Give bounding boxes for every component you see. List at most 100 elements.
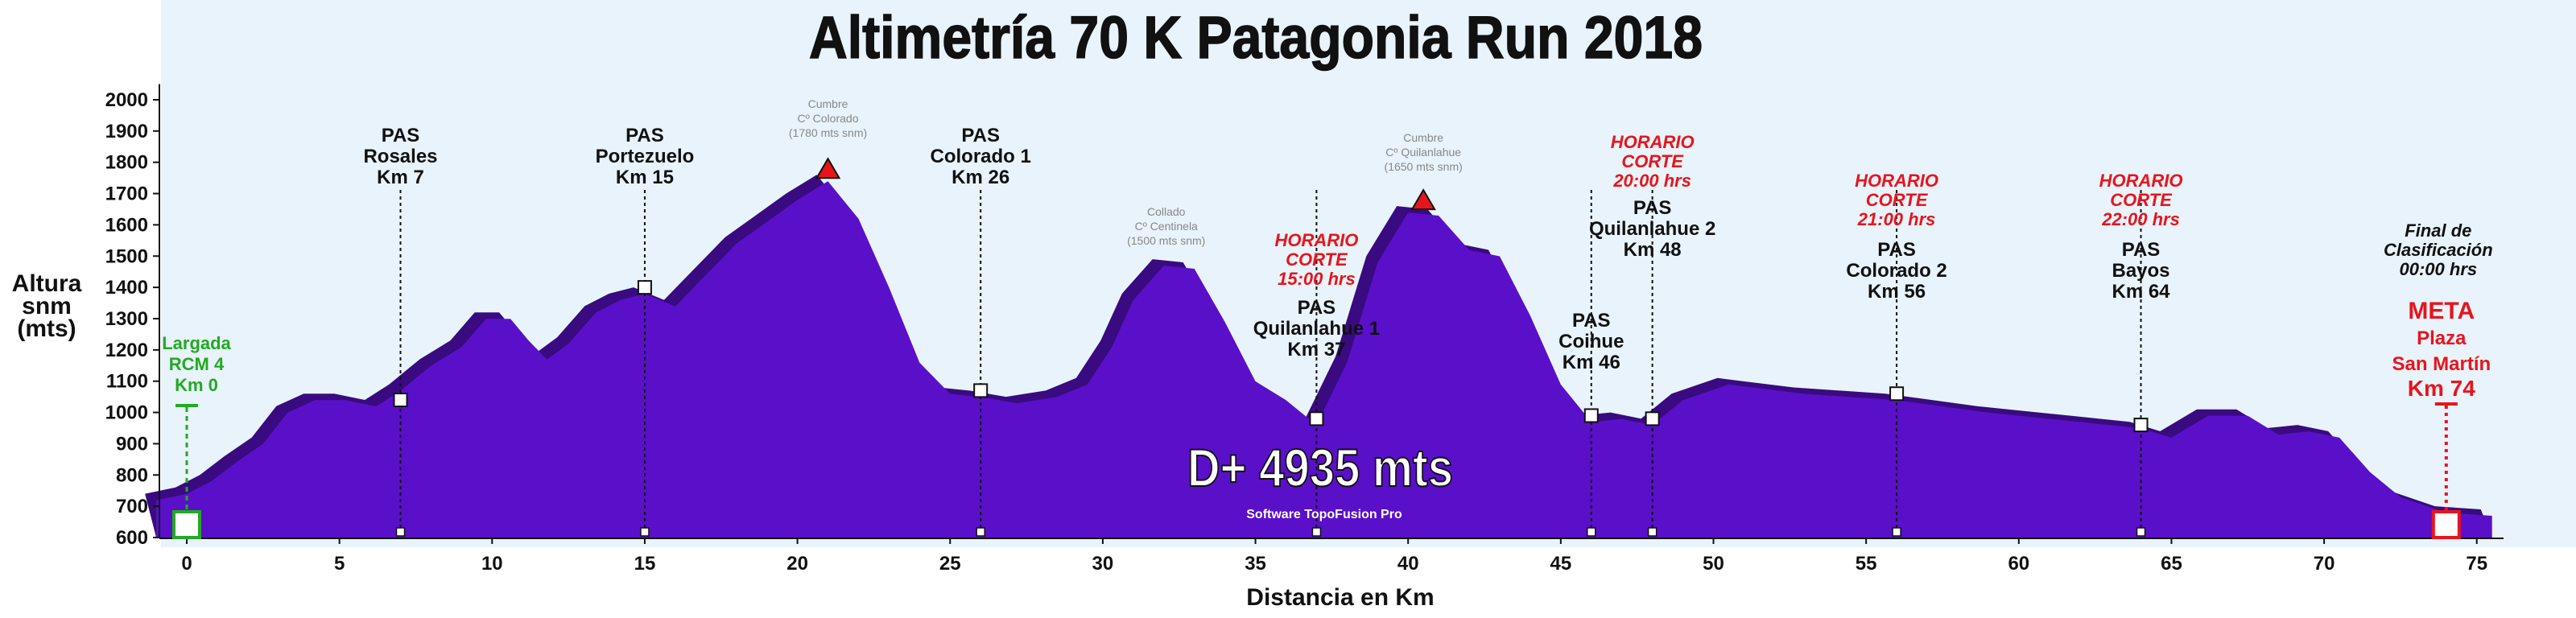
x-tick-label: 35 [1245,553,1266,575]
final-classification-label-line: Final de [2405,220,2471,241]
checkpoint-label-line: Quilanlahue 1 [1253,318,1380,340]
checkpoint-label-line: Km 15 [616,167,674,188]
start-label-line: Km 0 [175,375,218,395]
cutoff-label-line: 15:00 hrs [1278,269,1356,289]
checkpoint-label-line: Quilanlahue 2 [1589,218,1715,240]
saddle-label-line: Cº Centinela [1135,220,1198,233]
cutoff-label-line: 20:00 hrs [1612,171,1691,191]
y-tick-label: 1000 [105,402,148,424]
x-tick-label: 50 [1703,553,1724,575]
saddle-label-line: (1500 mts snm) [1127,234,1205,247]
finish-label-line: Plaza [2417,328,2467,349]
y-tick-label: 1600 [105,214,148,236]
summit-triangle [815,157,841,179]
x-tick-label: 0 [181,553,192,575]
checkpoint-label-line: PAS [1633,197,1672,219]
finish-label-line: San Martín [2392,353,2491,375]
final-classification-label-line: Clasificación [2384,240,2493,260]
checkpoint-marker [1309,411,1324,426]
final-classification-label-line: 00:00 hrs [2400,259,2478,279]
x-tick-label: 70 [2314,553,2335,575]
checkpoint-label-line: Bayos [2112,260,2169,282]
checkpoint-base-marker [395,527,406,537]
chart-bottom-margin [0,547,2576,618]
y-tick-label: 600 [116,527,148,549]
cutoff-label-line: CORTE [1286,249,1348,270]
summit-label-line: Cumbre [808,97,848,110]
checkpoint-marker [973,383,989,398]
x-tick-label: 30 [1092,553,1114,575]
x-tick-label: 25 [939,553,961,575]
checkpoint-base-marker [1647,527,1657,537]
x-tick-label: 5 [334,553,345,575]
y-tick-label: 700 [116,496,148,517]
y-axis-label-line: snm [22,293,72,319]
checkpoint-base-marker [1892,527,1901,537]
checkpoint-base-marker [640,527,650,537]
cutoff-label-line: CORTE [2110,190,2173,210]
x-tick-label: 15 [634,553,656,575]
checkpoint-label-line: Rosales [363,146,437,167]
checkpoint-label-line: PAS [961,125,1000,146]
cutoff-label-line: 22:00 hrs [2101,209,2180,229]
y-axis-label-line: (mts) [17,315,76,342]
cutoff-label-line: HORARIO [1274,230,1358,250]
checkpoint-label-line: PAS [382,125,420,146]
profile-layer [145,175,2492,538]
checkpoint-label-line: PAS [625,125,664,146]
cutoff-label-line: CORTE [1621,151,1684,171]
x-tick-label: 40 [1397,553,1419,575]
checkpoint-marker [1645,411,1660,426]
chart-left-margin [0,0,161,618]
summit-label-line: Cº Colorado [798,112,859,125]
summit-label-line: (1780 mts snm) [789,126,867,139]
x-tick-label: 10 [481,553,503,575]
start-marker [172,510,201,539]
x-tick-label: 65 [2161,553,2182,575]
checkpoint-label-line: Colorado 1 [931,146,1031,167]
cutoff-label-line: CORTE [1866,190,1929,210]
checkpoint-label-line: Colorado 2 [1846,260,1946,282]
cutoff-label-line: HORARIO [1855,171,1938,191]
y-tick-label: 1700 [105,183,148,205]
summit-triangle [1410,188,1436,211]
y-tick-label: 900 [116,433,148,455]
checkpoint-label-line: Km 7 [377,167,424,188]
y-tick-label: 1100 [106,371,148,393]
y-tick-label: 1400 [105,277,148,299]
checkpoint-marker [637,280,652,295]
checkpoint-label-line: Km 46 [1563,352,1620,373]
checkpoint-label-line: Km 56 [1868,281,1926,303]
checkpoint-label-line: Km 26 [952,167,1009,188]
cutoff-label-line: HORARIO [1611,132,1695,152]
summit-label-line: (1650 mts snm) [1385,160,1463,173]
x-tick-label: 55 [1856,553,1877,575]
cutoff-label-line: HORARIO [2099,171,2183,191]
x-axis-label: Distancia en Km [1246,584,1434,611]
checkpoint-base-marker [1311,527,1322,537]
summit-label-line: Cº Quilanlahue [1385,146,1461,159]
checkpoint-label-line: Km 48 [1624,239,1682,261]
y-tick-label: 2000 [105,89,148,111]
checkpoint-marker [1583,408,1599,423]
checkpoint-label-line: PAS [1572,310,1611,332]
checkpoint-base-marker [976,527,985,537]
x-tick-label: 45 [1550,553,1571,575]
summit-label-line: Cumbre [1403,131,1443,144]
checkpoint-marker [393,393,408,408]
checkpoint-label-line: Coihue [1558,331,1624,352]
checkpoint-label-line: PAS [2122,239,2161,261]
checkpoint-label-line: Portezuelo [596,146,695,167]
y-tick-label: 800 [116,464,148,486]
software-note: Software TopoFusion Pro [1246,508,1402,521]
elevation-gain-label: D+ 4935 mts [1187,438,1453,497]
checkpoint-label-line: PAS [1877,239,1916,261]
chart-title: Altimetría 70 K Patagonia Run 2018 [809,4,1703,71]
finish-marker [2431,510,2461,539]
markers-layer [172,157,2461,539]
checkpoint-marker [2133,418,2149,433]
checkpoint-base-marker [2136,527,2146,537]
y-tick-label: 1900 [105,121,148,142]
y-tick-label: 1300 [105,308,148,330]
